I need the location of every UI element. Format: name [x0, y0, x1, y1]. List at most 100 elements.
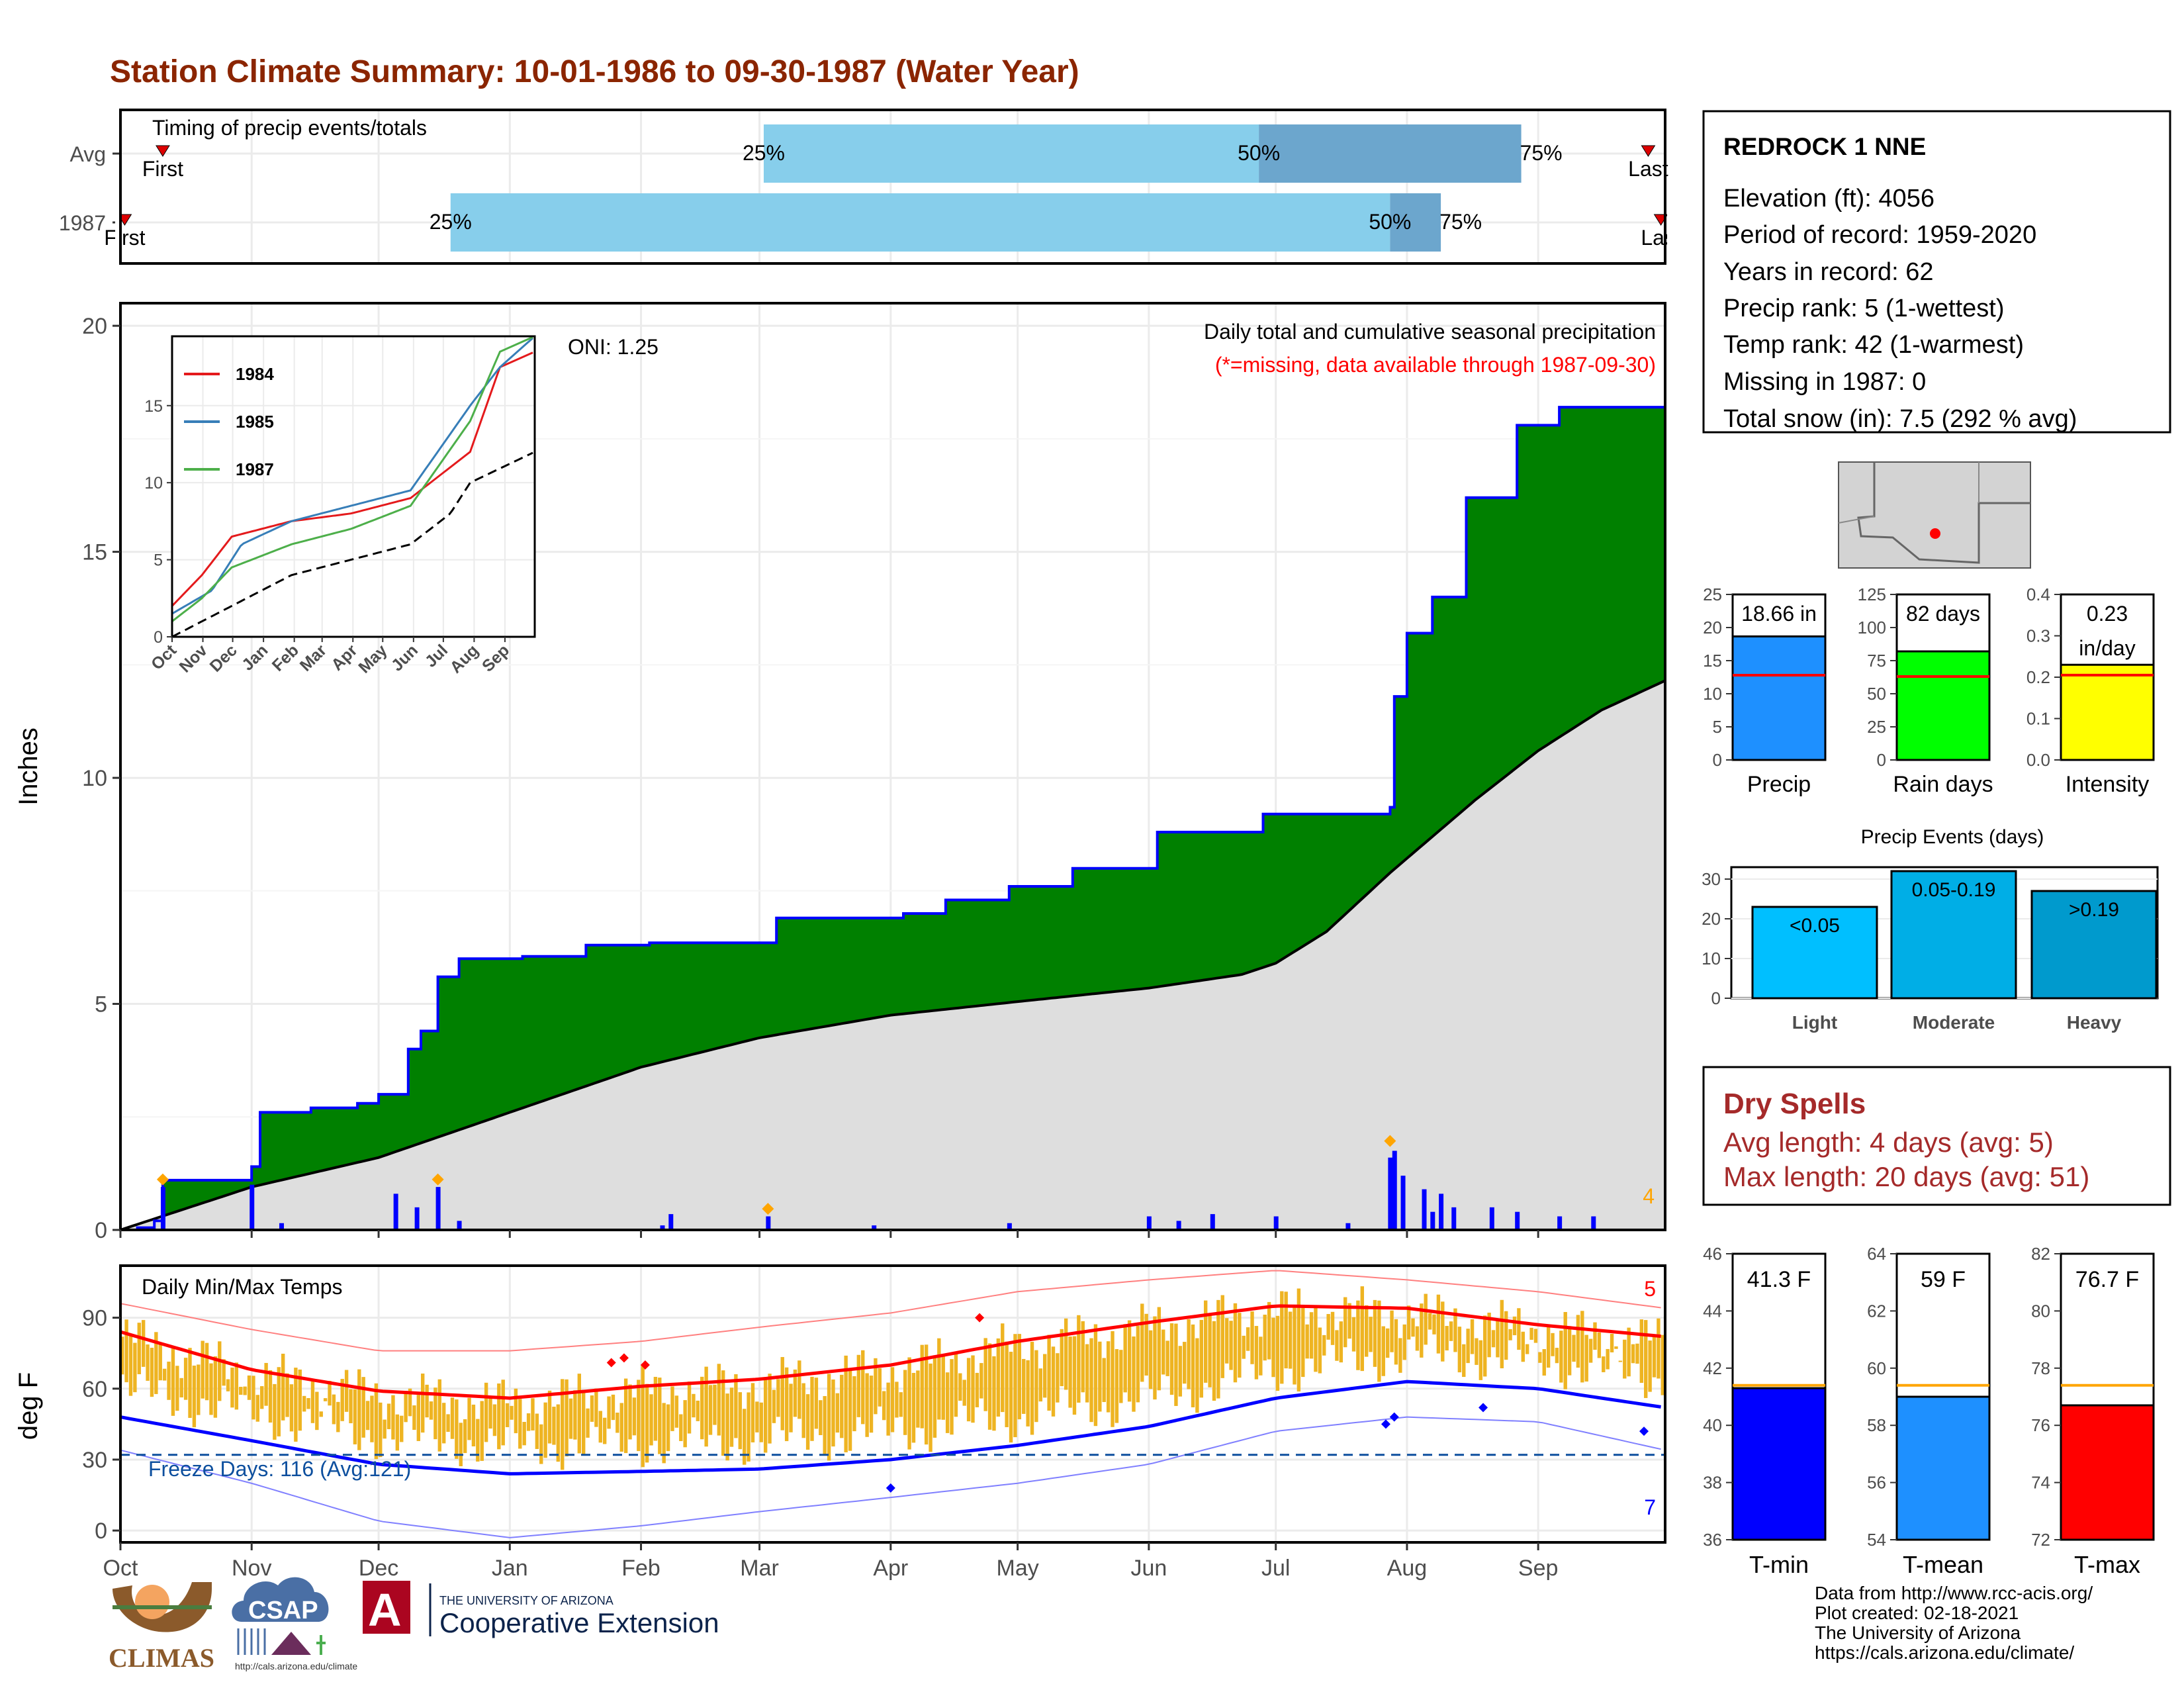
intensity-label-line: in/day: [2079, 636, 2135, 660]
daily-temp-range-bar: [501, 1380, 505, 1446]
daily-temp-range-bar: [526, 1413, 531, 1431]
daily-temp-range-bar: [556, 1404, 561, 1462]
temp-bar-value-label: 41.3 F: [1747, 1267, 1811, 1292]
daily-precip-bar: [766, 1216, 771, 1230]
record-temp-marker-icon: [1381, 1419, 1390, 1429]
daily-temp-range-bar: [1263, 1315, 1267, 1361]
daily-temp-range-bar: [226, 1379, 230, 1391]
daily-temp-range-bar: [514, 1388, 518, 1434]
station-info-frame: [1702, 110, 2171, 434]
daily-temp-range-bar: [455, 1399, 459, 1459]
temp-bar-tick-label: 74: [2031, 1473, 2050, 1493]
daily-temp-range-bar: [120, 1336, 124, 1375]
temp-bar-category-label: T-mean: [1903, 1551, 1983, 1578]
oni-label: ONI: 1.25: [568, 335, 659, 359]
temp-panel-title: Daily Min/Max Temps: [142, 1275, 342, 1299]
daily-temp-range-bar: [666, 1404, 670, 1452]
station-line: Missing in 1987: 0: [1723, 368, 1926, 396]
daily-temp-range-bar: [264, 1362, 268, 1406]
ua-small-text: THE UNIVERSITY OF ARIZONA: [439, 1594, 614, 1607]
daily-temp-range-bar: [1479, 1340, 1483, 1380]
daily-temp-range-bar: [1072, 1336, 1077, 1415]
daily-temp-range-bar: [886, 1382, 890, 1436]
daily-temp-range-bar: [933, 1355, 937, 1438]
timing-frame: [119, 109, 1666, 265]
daily-temp-range-bar: [768, 1374, 772, 1444]
month-tick-label: May: [997, 1556, 1039, 1581]
record-temp-marker-icon: [606, 1358, 616, 1368]
daily-temp-range-bar: [1546, 1327, 1551, 1368]
daily-temp-range-bar: [848, 1369, 852, 1451]
dry-spells-title: Dry Spells: [1723, 1088, 1866, 1120]
daily-temp-range-bar: [1555, 1348, 1559, 1364]
daily-temp-range-bar: [789, 1383, 793, 1432]
record-temp-marker-icon: [886, 1483, 895, 1493]
daily-temp-range-bar: [1132, 1336, 1136, 1412]
daily-precip-bar: [393, 1194, 398, 1230]
temperature-panel: 0 30 60 90 Oct Nov Dec Jan Feb Mar Apr May Jun Jul Aug…: [14, 1264, 1666, 1581]
ua-block-a-icon: [363, 1581, 410, 1634]
daily-temp-range-bar: [1093, 1324, 1098, 1427]
station-line: Temp rank: 42 (1-warmest): [1723, 331, 2024, 359]
daily-temp-range-bar: [844, 1355, 848, 1452]
daily-temp-range-bar: [637, 1380, 641, 1452]
daily-temp-range-bar: [1322, 1335, 1326, 1356]
daily-temp-range-bar: [1127, 1320, 1132, 1402]
month-tick-label: Nov: [232, 1556, 271, 1581]
last-event-marker-icon: [1641, 145, 1656, 157]
temp-bar-tick-label: 36: [1703, 1530, 1722, 1550]
daily-temp-range-bar: [801, 1383, 805, 1438]
daily-temp-range-bar: [1284, 1291, 1288, 1369]
mini-bar-tick-label: 100: [1858, 618, 1886, 637]
daily-temp-range-bar: [497, 1383, 501, 1450]
mini-bar-value: [1895, 650, 1991, 761]
mini-bar-tick-label: 0.4: [2026, 585, 2050, 604]
mini-bar-category-label: Intensity: [2066, 772, 2150, 797]
climas-circle-icon: [135, 1585, 169, 1619]
csap-wordmark: CSAP: [248, 1597, 318, 1624]
daily-temp-range-bar: [1174, 1323, 1178, 1406]
extreme-precip-marker-icon: [156, 1173, 169, 1186]
extreme-precip-marker-icon: [1384, 1135, 1396, 1147]
daily-temp-range-bar: [446, 1414, 450, 1432]
daily-temp-range-bar: [1572, 1335, 1576, 1362]
daily-temp-range-bar: [878, 1368, 882, 1407]
daily-temp-range-bar: [167, 1361, 171, 1400]
daily-precip-bar: [160, 1187, 165, 1230]
temp-bar-tick-label: 72: [2031, 1530, 2050, 1550]
daily-temp-range-bar: [696, 1400, 700, 1421]
daily-temp-range-bar: [1563, 1311, 1567, 1389]
daily-temp-range-bar: [721, 1370, 725, 1456]
daily-temp-range-bar: [784, 1367, 789, 1442]
daily-temp-range-bar: [488, 1397, 492, 1429]
daily-temp-range-bar: [429, 1401, 433, 1420]
daily-temp-range-bar: [586, 1408, 590, 1438]
daily-temp-range-bar: [907, 1357, 911, 1450]
daily-temp-range-bar: [310, 1381, 315, 1423]
inset-legend-label: 1984: [236, 364, 274, 384]
daily-temp-range-bar: [251, 1376, 255, 1420]
daily-precip-bar: [1146, 1216, 1152, 1230]
daily-temp-range-bar: [1123, 1324, 1127, 1393]
dry-spells-avg: Avg length: 4 days (avg: 5): [1723, 1127, 2054, 1158]
page-title: Station Climate Summary: 10-01-1986 to 0…: [110, 54, 1079, 89]
daily-temp-range-bar: [1203, 1300, 1208, 1383]
daily-temp-range-bar: [1136, 1325, 1140, 1403]
month-tick-label: Dec: [359, 1556, 398, 1581]
daily-temp-range-bar: [1001, 1323, 1005, 1413]
daily-temp-range-bar: [751, 1383, 755, 1442]
daily-temp-range-bar: [1576, 1315, 1580, 1368]
climas-wordmark: CLIMAS: [109, 1643, 214, 1673]
month-tick-label: Feb: [621, 1556, 660, 1581]
daily-temp-range-bar: [1529, 1327, 1533, 1340]
inset-y-tick-label: 15: [144, 397, 163, 416]
daily-temp-range-bar: [645, 1383, 649, 1463]
daily-temp-range-bar: [704, 1366, 708, 1447]
csap-bars-icon: [237, 1628, 266, 1655]
daily-temp-range-bar: [1330, 1311, 1335, 1345]
temp-bar-tick-label: 44: [1703, 1301, 1722, 1321]
daily-temp-range-bar: [1318, 1327, 1322, 1374]
daily-temp-range-bar: [1614, 1346, 1618, 1349]
csap-mountain-icon: [271, 1632, 311, 1655]
month-tick-label: Oct: [103, 1556, 138, 1581]
